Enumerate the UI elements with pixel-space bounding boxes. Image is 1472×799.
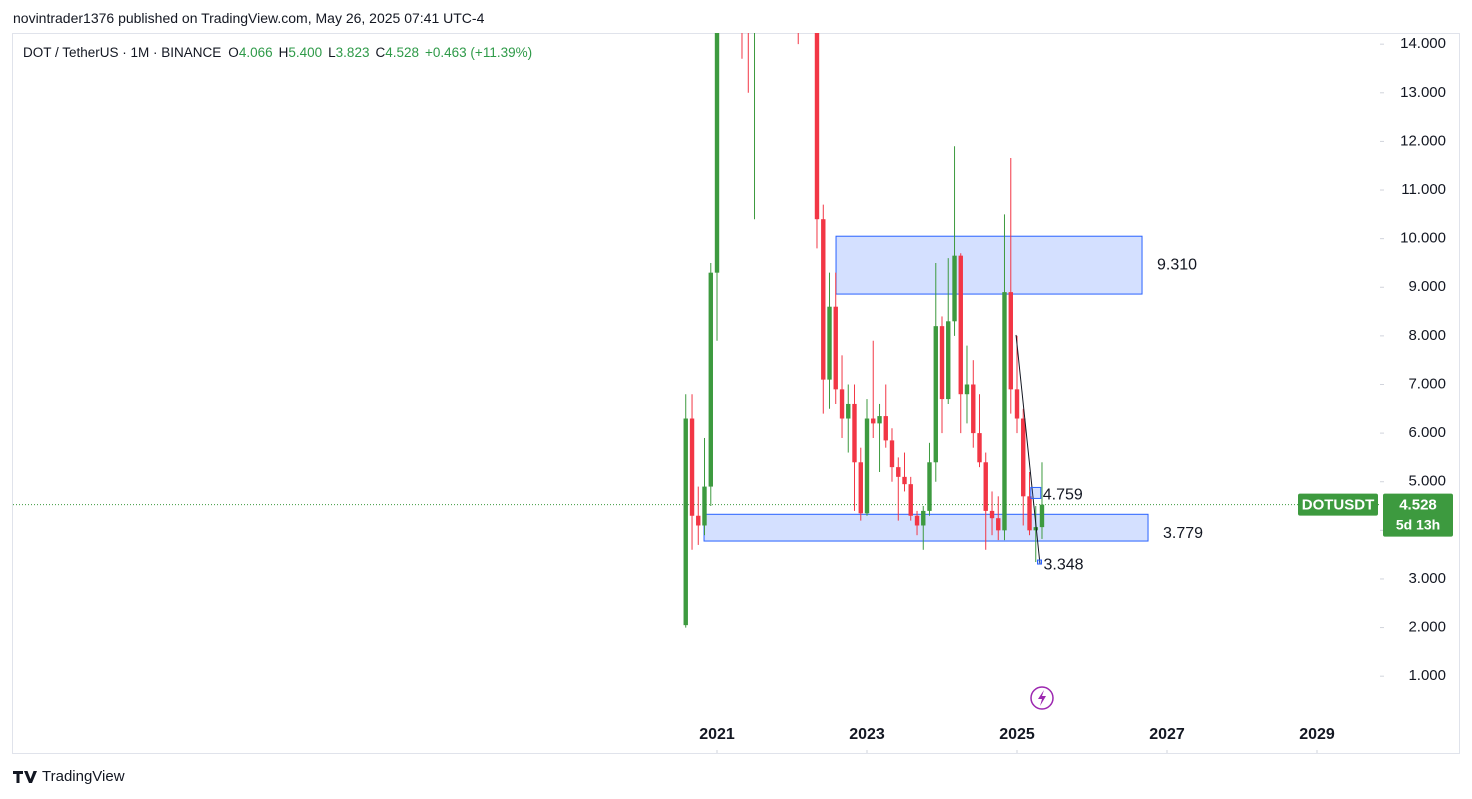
ohlc-value: 5.400 — [288, 45, 323, 60]
candle-body — [683, 418, 688, 626]
event-icon[interactable] — [1030, 686, 1054, 710]
price-badge — [1383, 493, 1453, 537]
plot-area — [13, 33, 1380, 628]
y-tick-label: 9.000 — [1408, 278, 1446, 295]
candle-body — [839, 389, 845, 419]
chart-border — [12, 33, 1460, 754]
ohlc-key: L — [328, 45, 336, 60]
y-tick-label: 5.000 — [1408, 473, 1446, 490]
candle-body — [889, 440, 895, 468]
y-tick-label: 12.000 — [1400, 132, 1446, 149]
ohlc-key: O — [228, 45, 239, 60]
level-marker — [1030, 486, 1042, 499]
candle-body — [864, 418, 870, 514]
ohlc-key: C — [375, 45, 386, 60]
change: +0.463 (+11.39%) — [425, 45, 533, 60]
candle-body — [708, 272, 713, 487]
candle-body — [958, 255, 963, 395]
candle-body — [833, 306, 838, 390]
candle-body — [939, 326, 945, 400]
y-tick-label: 7.000 — [1408, 375, 1446, 392]
candle-body — [827, 306, 832, 380]
candle-body — [933, 326, 938, 463]
candle-body — [902, 476, 907, 485]
countdown-label: 5d 13h — [1396, 516, 1440, 532]
candle-body — [996, 518, 1001, 531]
y-tick-label: 2.000 — [1408, 619, 1446, 636]
candle-body — [871, 418, 876, 424]
candle-body — [821, 219, 826, 380]
last-price-label: 4.528 — [1399, 497, 1437, 514]
zone-label: 3.779 — [1163, 525, 1203, 542]
candle-body — [914, 515, 920, 526]
candle-body — [689, 418, 695, 516]
x-tick-label: 2029 — [1299, 726, 1335, 743]
ohlc-value: 4.066 — [238, 45, 273, 60]
candle-body — [977, 433, 982, 463]
y-tick-label: 10.000 — [1400, 230, 1446, 247]
symbol-badge — [1298, 493, 1378, 516]
y-tick-label: 11.000 — [1401, 181, 1446, 198]
candle-body — [846, 403, 851, 419]
x-tick-label: 2021 — [699, 726, 735, 743]
candle-body — [952, 255, 957, 322]
footer-brand: TradingView — [42, 768, 125, 785]
candle-body — [1033, 527, 1038, 531]
candle-body — [1021, 418, 1026, 497]
candle-body — [946, 321, 951, 400]
candle-body — [877, 416, 882, 424]
candle-body — [883, 416, 888, 441]
trend-line — [1015, 334, 1041, 565]
candle-body — [1027, 496, 1032, 531]
symbol-label: DOTUSDT — [1302, 497, 1375, 514]
price-zone — [835, 235, 1143, 295]
level-marker — [1037, 559, 1043, 565]
ohlc-legend: DOT / TetherUS · 1M · BINANCE O4.066 H5.40… — [23, 45, 532, 60]
candle-body — [696, 515, 701, 526]
x-tick-label: 2025 — [999, 726, 1035, 743]
x-tick-label: 2027 — [1149, 726, 1185, 743]
y-tick-label: 6.000 — [1408, 424, 1446, 441]
candle-body — [1002, 292, 1007, 531]
y-tick-label: 14.000 — [1400, 35, 1446, 52]
candle-body — [921, 510, 926, 526]
y-tick-label: 13.000 — [1400, 84, 1446, 101]
candle-body — [971, 384, 976, 434]
tradingview-logo — [13, 771, 37, 783]
candle-body — [858, 462, 863, 514]
level-label: 3.348 — [1044, 556, 1084, 573]
ohlc-key: H — [278, 45, 289, 60]
candle-body — [983, 462, 988, 511]
x-tick-label: 2023 — [849, 726, 885, 743]
level-label: 4.759 — [1043, 487, 1083, 504]
candle-body — [1008, 292, 1013, 390]
ohlc-value: 3.823 — [335, 45, 370, 60]
candle-body — [852, 403, 857, 463]
y-tick-label: 1.000 — [1408, 667, 1446, 684]
candle-body — [927, 462, 932, 511]
candle-body — [714, 33, 720, 273]
candle-body — [964, 384, 970, 395]
candle-body — [814, 33, 820, 220]
candle-body — [989, 510, 995, 519]
candle-body — [908, 484, 913, 516]
candle-body — [1039, 504, 1045, 528]
symbol: DOT / TetherUS · 1M · BINANCE — [23, 45, 222, 60]
candle-body — [896, 467, 901, 477]
price-zone — [703, 513, 1149, 542]
candle-body — [1014, 389, 1020, 419]
y-tick-label: 3.000 — [1408, 570, 1446, 587]
ohlc-value: 4.528 — [385, 45, 420, 60]
candle-body — [702, 486, 707, 526]
zone-label: 9.310 — [1157, 256, 1197, 273]
publisher-header: novintrader1376 published on TradingView… — [13, 10, 485, 26]
y-tick-label: 8.000 — [1408, 327, 1446, 344]
